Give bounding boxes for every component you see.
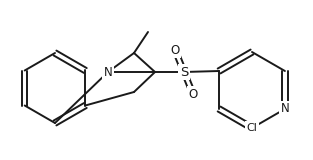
Text: N: N: [104, 65, 112, 79]
Text: O: O: [170, 44, 180, 56]
Text: Cl: Cl: [247, 123, 257, 133]
Text: N: N: [280, 103, 289, 116]
Text: S: S: [180, 65, 188, 79]
Text: O: O: [188, 88, 198, 100]
